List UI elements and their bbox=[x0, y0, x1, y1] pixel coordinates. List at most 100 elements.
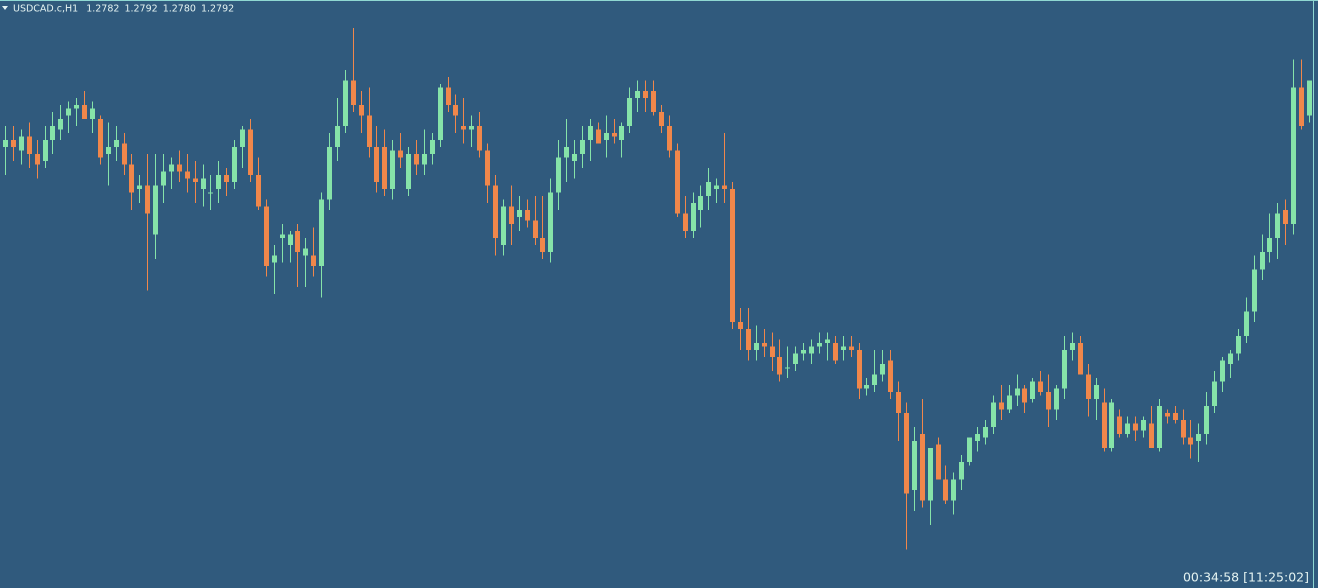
candle-body bbox=[604, 133, 609, 140]
candle-body bbox=[746, 329, 751, 350]
candle-body bbox=[675, 150, 680, 214]
candle-body bbox=[754, 343, 759, 350]
candle-body bbox=[991, 402, 996, 427]
candle-body bbox=[1102, 402, 1107, 448]
header-ohlc-value: 1.2780 bbox=[163, 4, 196, 15]
candle-body bbox=[722, 185, 727, 189]
candle-body bbox=[66, 108, 71, 116]
candle-body bbox=[398, 150, 403, 158]
candle-body bbox=[501, 206, 506, 245]
candle-body bbox=[390, 150, 395, 189]
candle-body bbox=[485, 150, 490, 186]
candle-body bbox=[327, 147, 332, 200]
candle-body bbox=[27, 136, 32, 154]
candle-body bbox=[825, 339, 830, 343]
candle-body bbox=[509, 206, 514, 224]
candle-body bbox=[1141, 420, 1146, 431]
candle-body bbox=[730, 189, 735, 322]
candle-body bbox=[122, 143, 127, 165]
candle-body bbox=[256, 175, 261, 207]
candle-body bbox=[936, 444, 941, 480]
candle-body bbox=[849, 346, 854, 350]
candle-body bbox=[1181, 420, 1186, 438]
candle-body bbox=[74, 105, 79, 109]
candle-body bbox=[1062, 350, 1067, 389]
candle-body bbox=[533, 220, 538, 238]
candle-body bbox=[264, 206, 269, 266]
header-ohlc-value: 1.2792 bbox=[124, 4, 157, 15]
candle-body bbox=[1078, 343, 1083, 375]
collapse-icon[interactable] bbox=[2, 6, 8, 10]
candle-body bbox=[864, 385, 869, 389]
candle-body bbox=[920, 434, 925, 501]
candle-body bbox=[280, 234, 285, 238]
candle-body bbox=[1307, 80, 1312, 116]
candle-body bbox=[446, 87, 451, 105]
candle-body bbox=[777, 357, 782, 375]
candle-body bbox=[50, 126, 55, 140]
candle-body bbox=[540, 238, 545, 252]
candle-body bbox=[1117, 416, 1122, 434]
candle-body bbox=[817, 343, 822, 347]
candle-body bbox=[1299, 87, 1304, 126]
candle-body bbox=[643, 91, 648, 98]
candle-body bbox=[224, 175, 229, 182]
candle-body bbox=[295, 231, 300, 252]
candle-body bbox=[572, 154, 577, 161]
candle-body bbox=[706, 182, 711, 196]
candle-body bbox=[35, 154, 40, 165]
candle-body bbox=[90, 108, 95, 119]
candle-body bbox=[469, 126, 474, 130]
candle-body bbox=[912, 441, 917, 490]
candle-body bbox=[928, 448, 933, 501]
candle-body bbox=[82, 105, 87, 119]
candle-body bbox=[951, 479, 956, 501]
candle-body bbox=[1133, 423, 1138, 431]
candle-body bbox=[98, 119, 103, 158]
candle-body bbox=[959, 462, 964, 480]
candle-body bbox=[888, 360, 893, 392]
candle-body bbox=[177, 164, 182, 172]
candle-body bbox=[248, 129, 253, 175]
candle-body bbox=[303, 248, 308, 256]
candle-body bbox=[1267, 238, 1272, 252]
candle-body bbox=[438, 87, 443, 140]
candle-body bbox=[201, 178, 206, 189]
candle-body bbox=[288, 234, 293, 245]
candle-body bbox=[1236, 336, 1241, 354]
candle-body bbox=[367, 115, 372, 147]
candle-body bbox=[11, 140, 16, 147]
candle-body bbox=[193, 178, 198, 182]
candle-body bbox=[1015, 388, 1020, 396]
candle-body bbox=[588, 126, 593, 140]
candle-body bbox=[422, 154, 427, 165]
bar-timer: 00:34:58 [11:25:02] bbox=[1183, 570, 1309, 585]
symbol-label: USDCAD.c,H1 bbox=[13, 4, 78, 15]
candle-body bbox=[185, 171, 190, 179]
candle-body bbox=[785, 367, 790, 369]
candle-body bbox=[833, 343, 838, 361]
candle-body bbox=[137, 185, 142, 189]
candle-body bbox=[1007, 395, 1012, 410]
candle-body bbox=[1165, 413, 1170, 417]
candle-body bbox=[106, 147, 111, 154]
candle-body bbox=[58, 119, 63, 130]
candle-body bbox=[311, 255, 316, 266]
candle-body bbox=[1252, 269, 1257, 312]
candle-body bbox=[169, 164, 174, 172]
candle-body bbox=[1086, 374, 1091, 399]
candle-body bbox=[1283, 210, 1288, 224]
candle-body bbox=[1125, 423, 1130, 434]
candle-body bbox=[359, 105, 364, 116]
candle-body bbox=[3, 140, 8, 147]
candle-body bbox=[1204, 406, 1209, 434]
candle-body bbox=[272, 255, 277, 263]
candle-body bbox=[1094, 385, 1099, 399]
candle-body bbox=[43, 140, 48, 161]
candle-body bbox=[517, 210, 522, 217]
candle-body bbox=[809, 346, 814, 354]
candle-body bbox=[493, 185, 498, 238]
candle-body bbox=[612, 133, 617, 137]
